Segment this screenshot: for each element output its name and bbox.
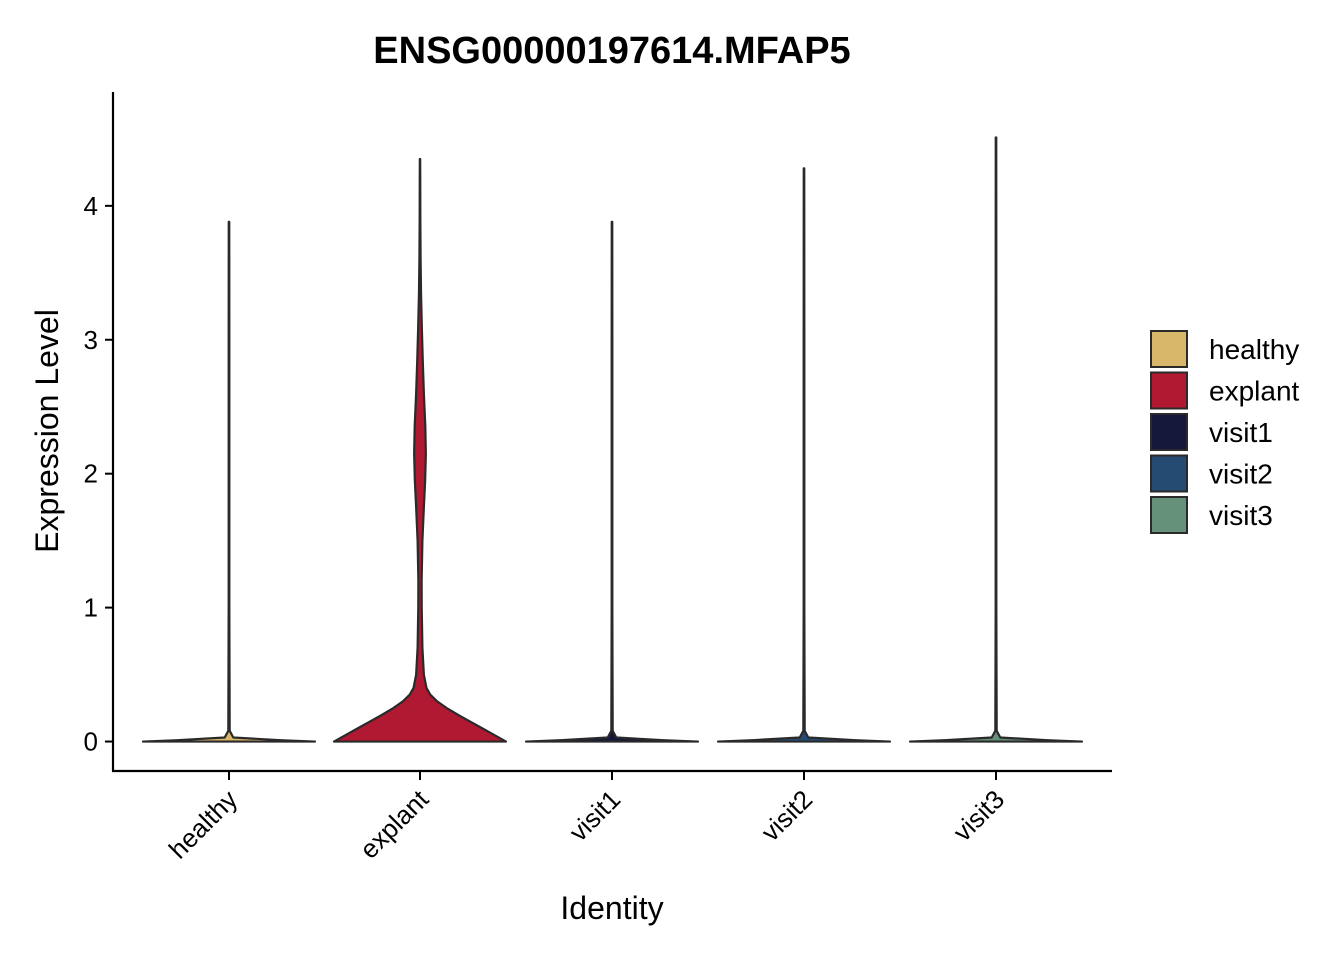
x-axis-title: Identity (560, 890, 663, 926)
legend: healthy explant visit1 visit2 visit3 (1150, 330, 1300, 534)
y-tick-label: 0 (84, 727, 98, 757)
y-axis-title: Expression Level (29, 309, 65, 553)
legend-swatch-healthy (1150, 330, 1188, 368)
x-tick-label: visit1 (563, 784, 626, 847)
legend-label-healthy: healthy (1209, 334, 1299, 365)
violin-explant (332, 157, 508, 743)
legend-label-visit3: visit3 (1209, 500, 1273, 531)
y-tick-label: 1 (84, 593, 98, 623)
y-tick-label: 4 (84, 191, 98, 221)
violin-visit1 (524, 220, 700, 743)
y-tick-label: 3 (84, 325, 98, 355)
legend-swatch-visit3 (1150, 496, 1188, 534)
violin-layer (141, 136, 1084, 743)
legend-label-visit1: visit1 (1209, 417, 1273, 448)
violin-visit2 (716, 167, 892, 743)
y-tick-label: 2 (84, 459, 98, 489)
x-tick-label: visit3 (947, 784, 1010, 847)
x-ticks: healthy explant visit1 visit2 visit3 (163, 771, 1010, 865)
violin-visit3 (908, 136, 1084, 743)
legend-label-explant: explant (1209, 376, 1300, 407)
legend-swatch-visit2 (1150, 454, 1188, 493)
x-tick-label: healthy (163, 784, 243, 864)
y-ticks: 0 1 2 3 4 (84, 191, 113, 757)
legend-swatch-explant (1150, 371, 1188, 410)
x-tick-label: visit2 (755, 784, 818, 847)
violin-healthy (141, 220, 317, 743)
legend-label-visit2: visit2 (1209, 459, 1273, 490)
legend-swatch-visit1 (1150, 413, 1188, 451)
x-tick-label: explant (354, 783, 435, 864)
chart-title: ENSG00000197614.MFAP5 (373, 30, 850, 72)
